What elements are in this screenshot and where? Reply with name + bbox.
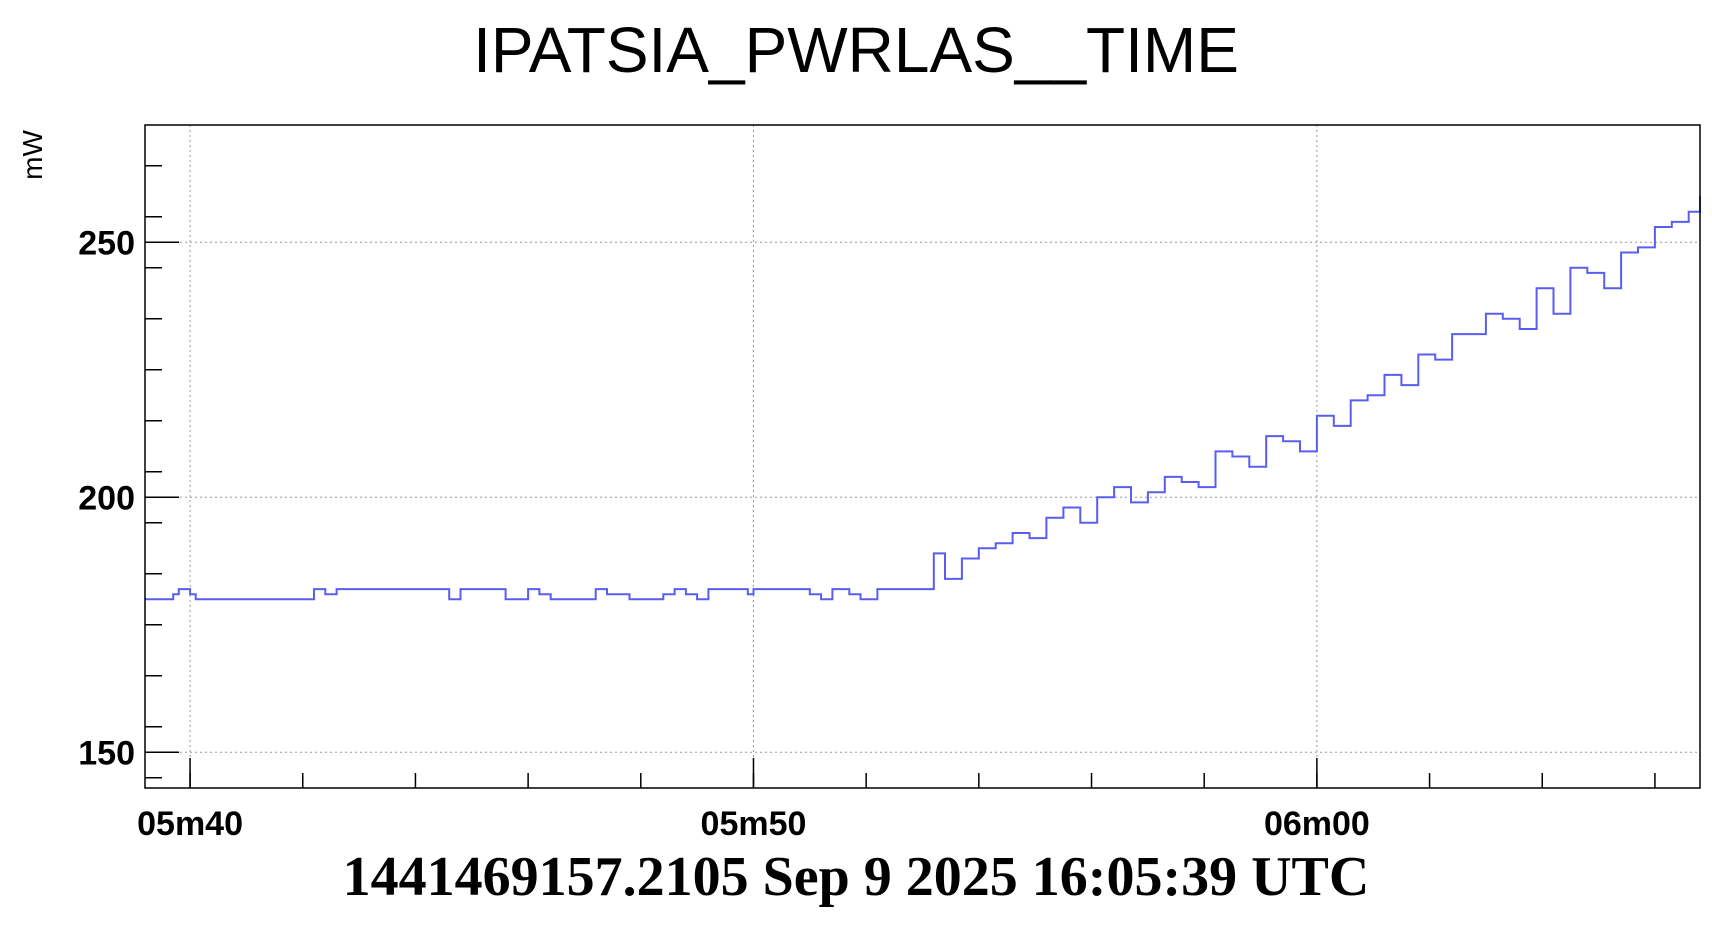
plot-frame bbox=[144, 124, 1701, 789]
x-tick-label: 05m40 bbox=[137, 805, 243, 843]
series-line bbox=[145, 196, 1701, 601]
y-axis-label: mW bbox=[17, 130, 48, 180]
plot-area bbox=[145, 196, 1701, 601]
y-axis-ticks: 150 200 250 bbox=[78, 224, 179, 772]
y-tick-label: 250 bbox=[78, 224, 135, 262]
x-tick-label: 05m50 bbox=[701, 805, 807, 843]
minor-ticks bbox=[145, 165, 1656, 788]
timestamp-footer: 1441469157.2105 Sep 9 2025 16:05:39 UTC bbox=[343, 846, 1370, 908]
y-tick-label: 200 bbox=[78, 479, 135, 517]
grid-lines bbox=[145, 125, 1700, 788]
chart-title: IPATSIA_PWRLAS__TIME bbox=[473, 14, 1239, 86]
y-tick-label: 150 bbox=[78, 734, 135, 772]
x-tick-label: 06m00 bbox=[1264, 805, 1370, 843]
x-axis-ticks: 05m40 05m50 06m00 bbox=[137, 758, 1370, 843]
